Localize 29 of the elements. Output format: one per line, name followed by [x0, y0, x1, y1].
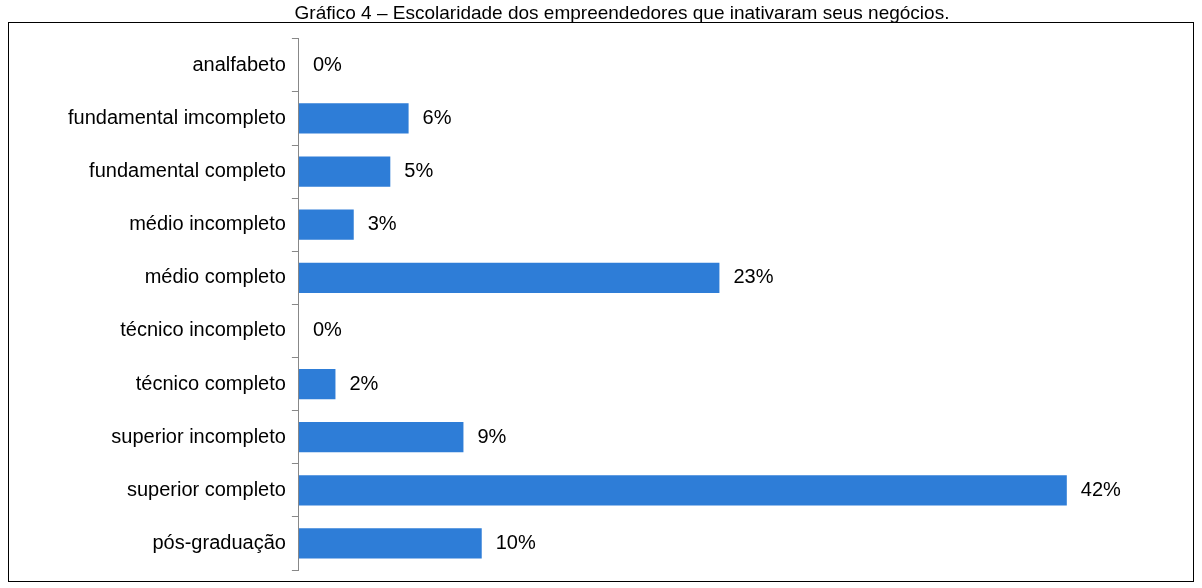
y-tick-label: fundamental completo [89, 159, 286, 182]
data-label: 23% [733, 265, 774, 288]
data-label: 5% [404, 159, 434, 182]
y-tick-label: médio incompleto [129, 212, 286, 235]
data-label: 2% [349, 371, 379, 394]
bar [298, 156, 391, 187]
data-label: 0% [312, 318, 343, 341]
y-tick-label: médio completo [144, 265, 286, 288]
bar [298, 209, 354, 240]
data-label: 9% [477, 424, 507, 447]
chart-title: Gráfico 4 – Escolaridade dos empreendedores que inativaram seus negócios. [294, 1, 950, 23]
bar [298, 262, 720, 293]
y-tick-label: técnico incompleto [120, 318, 286, 341]
bar [298, 475, 1067, 506]
data-label: 3% [367, 212, 397, 235]
y-tick-label: analfabeto [192, 52, 286, 75]
bar [298, 528, 482, 559]
y-tick-label: superior completo [126, 477, 286, 500]
y-tick-label: pós-graduação [152, 530, 286, 553]
y-tick-label: superior incompleto [111, 424, 286, 447]
y-tick-label: fundamental imcompleto [68, 106, 286, 128]
y-tick-label: técnico completo [135, 371, 286, 394]
bar [298, 368, 336, 400]
data-label: 6% [422, 106, 452, 128]
data-label: 10% [495, 530, 536, 553]
bar [298, 422, 464, 453]
data-label: 42% [1080, 477, 1122, 500]
data-label: 0% [312, 52, 343, 75]
bar [298, 103, 409, 134]
